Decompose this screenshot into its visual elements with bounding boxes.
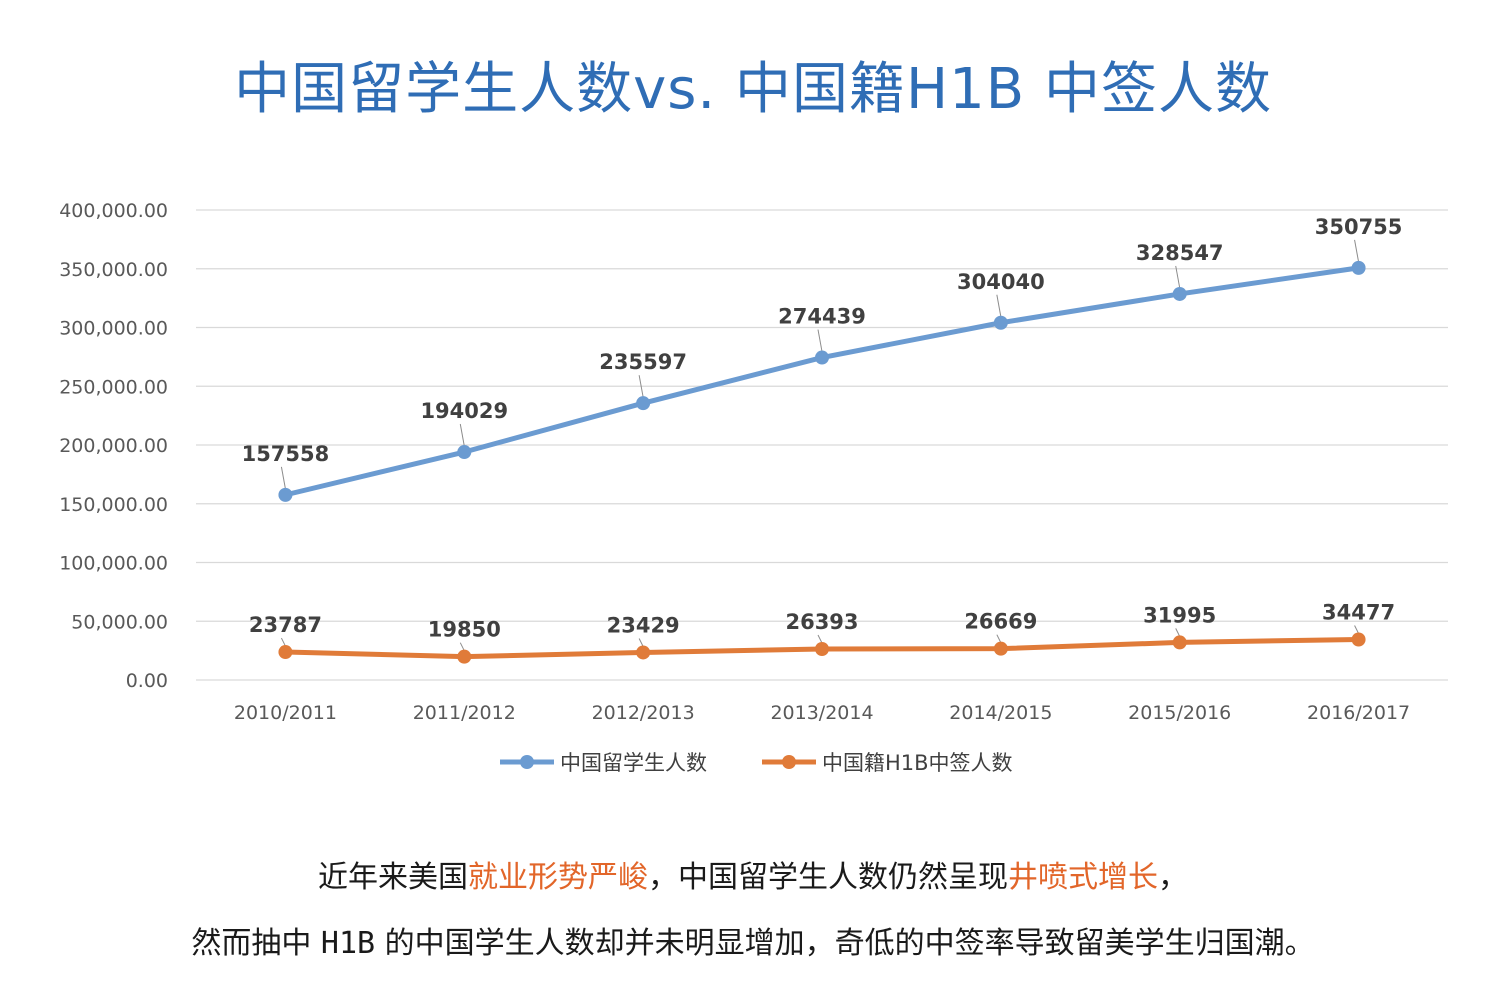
leader-line bbox=[459, 423, 465, 447]
data-label: 19850 bbox=[428, 618, 501, 642]
y-tick-label: 50,000.00 bbox=[71, 611, 168, 633]
page-title: 中国留学生人数vs. 中国籍H1B 中签人数 bbox=[234, 57, 1272, 122]
y-tick-label: 150,000.00 bbox=[59, 494, 168, 516]
data-label: 274439 bbox=[778, 305, 866, 329]
leader-line bbox=[817, 634, 823, 644]
leader-line bbox=[280, 466, 286, 489]
legend-marker bbox=[782, 755, 796, 769]
x-tick-label: 2014/2015 bbox=[949, 702, 1052, 724]
y-tick-label: 400,000.00 bbox=[59, 200, 168, 222]
leader-line bbox=[459, 642, 465, 651]
data-point bbox=[815, 350, 829, 365]
data-point bbox=[1351, 260, 1366, 275]
caption-line-2: 然而抽中 H1B 的中国学生人数却并未明显增加，奇低的中签率导致留美学生归国潮。 bbox=[0, 918, 1506, 962]
data-point bbox=[457, 445, 472, 460]
x-tick-label: 2015/2016 bbox=[1128, 702, 1231, 724]
caption-highlight: 井喷式增长 bbox=[1008, 860, 1158, 895]
leader-line bbox=[280, 637, 286, 647]
data-label: 23787 bbox=[249, 613, 322, 637]
data-label: 157558 bbox=[242, 442, 330, 466]
leader-line bbox=[638, 638, 644, 647]
data-point bbox=[815, 641, 829, 656]
legend-label: 中国留学生人数 bbox=[560, 751, 707, 775]
data-point bbox=[457, 649, 472, 664]
legend-label: 中国籍H1B中签人数 bbox=[822, 751, 1013, 775]
data-label: 194029 bbox=[420, 399, 508, 423]
leader-line bbox=[1175, 265, 1181, 289]
data-point bbox=[636, 645, 651, 660]
caption-text: 的中国学生人数却并未明显增加，奇低的中签率导致留美学生归国潮。 bbox=[375, 926, 1315, 961]
y-tick-label: 100,000.00 bbox=[59, 553, 168, 575]
x-tick-label: 2011/2012 bbox=[413, 702, 516, 724]
legend-marker bbox=[520, 755, 534, 769]
y-tick-label: 200,000.00 bbox=[59, 435, 168, 457]
leader-line bbox=[1354, 239, 1360, 262]
caption-line-1: 近年来美国就业形势严峻，中国留学生人数仍然呈现井喷式增长， bbox=[0, 852, 1506, 896]
y-tick-label: 250,000.00 bbox=[59, 376, 168, 398]
data-label: 304040 bbox=[957, 270, 1045, 294]
data-label: 235597 bbox=[599, 350, 687, 374]
caption-text: 然而抽中 bbox=[191, 926, 321, 961]
line-chart: 0.00 50,000.00 100,000.00 150,000.00 200,000… bbox=[59, 200, 1448, 775]
x-tick-label: 2012/2013 bbox=[592, 702, 695, 724]
x-tick-label: 2013/2014 bbox=[770, 702, 873, 724]
data-label: 23429 bbox=[607, 613, 680, 637]
data-point bbox=[278, 645, 293, 660]
caption-text: ，中国留学生人数仍然呈现 bbox=[648, 860, 1008, 895]
caption-text: ， bbox=[1158, 860, 1188, 895]
caption-text: 近年来美国 bbox=[318, 860, 468, 895]
data-point bbox=[636, 396, 651, 411]
data-label: 328547 bbox=[1136, 241, 1224, 265]
caption-highlight: 就业形势严峻 bbox=[468, 860, 648, 895]
data-point bbox=[278, 487, 293, 502]
leader-line bbox=[1354, 625, 1360, 634]
leader-line bbox=[996, 634, 1002, 643]
data-label: 34477 bbox=[1322, 600, 1395, 624]
data-point bbox=[993, 315, 1008, 330]
data-point bbox=[993, 641, 1008, 656]
leader-line bbox=[817, 329, 823, 352]
y-tick-label: 300,000.00 bbox=[59, 318, 168, 340]
leader-line bbox=[996, 294, 1002, 317]
data-point bbox=[1172, 286, 1187, 301]
y-tick-label: 350,000.00 bbox=[59, 259, 168, 281]
x-tick-label: 2010/2011 bbox=[234, 702, 337, 724]
data-label: 26393 bbox=[785, 610, 858, 634]
leader-line bbox=[638, 375, 644, 398]
series-line bbox=[282, 265, 1362, 498]
caption-code: H1B bbox=[320, 926, 376, 961]
y-tick-label: 0.00 bbox=[126, 670, 168, 692]
data-point bbox=[1172, 635, 1187, 650]
data-label: 31995 bbox=[1143, 603, 1216, 627]
data-label: 26669 bbox=[964, 610, 1037, 634]
data-label: 350755 bbox=[1315, 215, 1403, 239]
data-point bbox=[1351, 632, 1366, 647]
leader-line bbox=[1175, 628, 1181, 637]
x-tick-label: 2016/2017 bbox=[1307, 702, 1410, 724]
